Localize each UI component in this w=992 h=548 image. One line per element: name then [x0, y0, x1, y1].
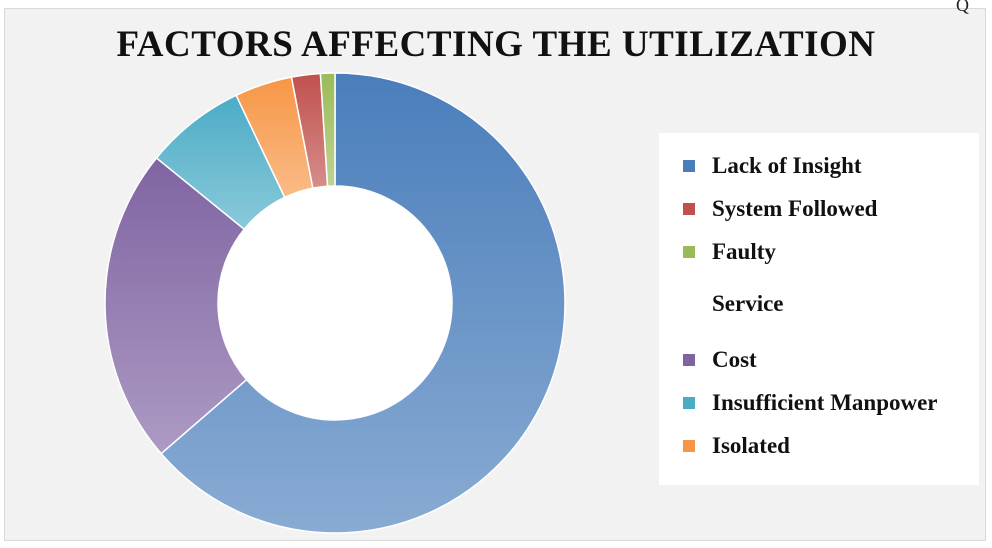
legend-item-system-followed: System Followed [683, 196, 979, 222]
legend-item-lack-of-insight: Lack of Insight [683, 153, 979, 179]
legend-swatch [683, 246, 695, 258]
legend-label: Faulty Service [712, 239, 784, 316]
donut-hole [218, 186, 452, 420]
legend: Lack of Insight System Followed Faulty S… [659, 133, 979, 485]
legend-item-cost: Cost [683, 347, 979, 373]
legend-label: Cost [712, 347, 757, 372]
legend-swatch [683, 397, 695, 409]
legend-swatch [683, 354, 695, 366]
legend-item-faulty-service: Faulty Service [683, 239, 979, 330]
legend-label: Lack of Insight [712, 153, 862, 178]
legend-label: Insufficient Manpower [712, 390, 938, 415]
legend-swatch [683, 440, 695, 452]
legend-swatch [683, 203, 695, 215]
donut-chart [104, 72, 566, 534]
legend-item-insufficient-manpower: Insufficient Manpower [683, 390, 979, 416]
corner-mark: Q [956, 0, 969, 15]
chart-title: FACTORS AFFECTING THE UTILIZATION [116, 24, 876, 65]
legend-label: System Followed [712, 196, 878, 221]
legend-label: Isolated [712, 433, 790, 458]
chart-area: Q FACTORS AFFECTING THE UTILIZATION Lack… [4, 0, 986, 541]
legend-item-isolated: Isolated [683, 433, 979, 459]
legend-swatch [683, 160, 695, 172]
